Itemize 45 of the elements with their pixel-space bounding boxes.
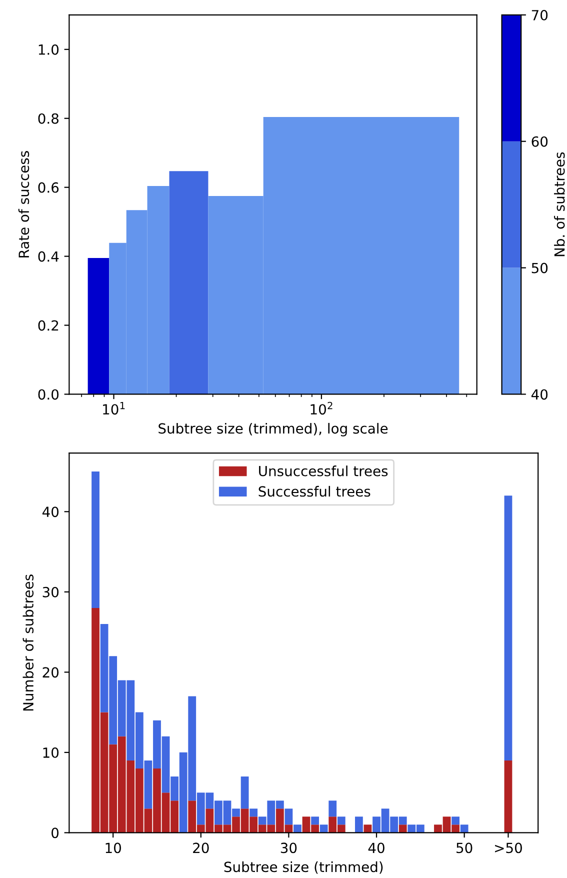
x-tick-label: 50 bbox=[456, 842, 472, 854]
bar bbox=[240, 776, 249, 809]
y-tick-label: 40 bbox=[42, 506, 59, 518]
y-tick-label: 0.2 bbox=[38, 320, 58, 331]
bar bbox=[294, 824, 302, 833]
bar bbox=[250, 808, 258, 817]
y-tick-label: 30 bbox=[42, 586, 59, 598]
color-bar-label: 40 bbox=[531, 389, 548, 400]
bar bbox=[320, 824, 328, 833]
bar bbox=[328, 800, 337, 817]
y-tick-label: 1.0 bbox=[38, 44, 59, 55]
x-tick-label: 10$^{2}$ bbox=[310, 402, 332, 415]
x-tick-label: 10 bbox=[106, 842, 121, 854]
bar bbox=[452, 816, 460, 825]
y-tick-label: 10 bbox=[43, 747, 59, 758]
x-tick-label: 10$^{1}$ bbox=[103, 402, 125, 415]
y-tick-label: 0.0 bbox=[38, 389, 59, 400]
bar bbox=[398, 824, 407, 833]
x-tick-label: 20 bbox=[193, 842, 209, 854]
bar bbox=[311, 816, 319, 825]
color-bar-label: 70 bbox=[532, 10, 548, 20]
x-axis-title: Subtree size (trimmed) bbox=[224, 861, 383, 874]
legend-label: Unsuccessful trees bbox=[259, 466, 388, 476]
bar bbox=[504, 496, 512, 760]
y-tick-label: 0.8 bbox=[38, 113, 58, 124]
bar bbox=[337, 816, 346, 825]
bar bbox=[92, 472, 100, 608]
color-bar-title: Nb. of subtrees bbox=[554, 152, 565, 256]
y-tick-label: 0.6 bbox=[38, 182, 59, 193]
bar bbox=[284, 808, 293, 825]
x-tick-label: >50 bbox=[495, 842, 522, 854]
bar bbox=[355, 816, 363, 833]
x-tick-label: 40 bbox=[368, 842, 384, 854]
x-axis-title: Subtree size (trimmed), log scale bbox=[158, 422, 388, 436]
bar bbox=[460, 824, 468, 833]
bar bbox=[504, 760, 512, 833]
color-bar-label: 50 bbox=[532, 262, 548, 274]
color-bar-label: 60 bbox=[532, 136, 548, 147]
y-axis-title: Rate of success bbox=[18, 151, 30, 258]
y-tick-label: 20 bbox=[42, 667, 59, 678]
x-tick-label: 30 bbox=[280, 842, 297, 854]
y-tick-label: 0.4 bbox=[38, 251, 59, 262]
legend-label: Successful trees bbox=[258, 486, 370, 497]
y-axis-title: Number of subtrees bbox=[22, 574, 34, 711]
y-tick-label: 0 bbox=[52, 828, 59, 838]
